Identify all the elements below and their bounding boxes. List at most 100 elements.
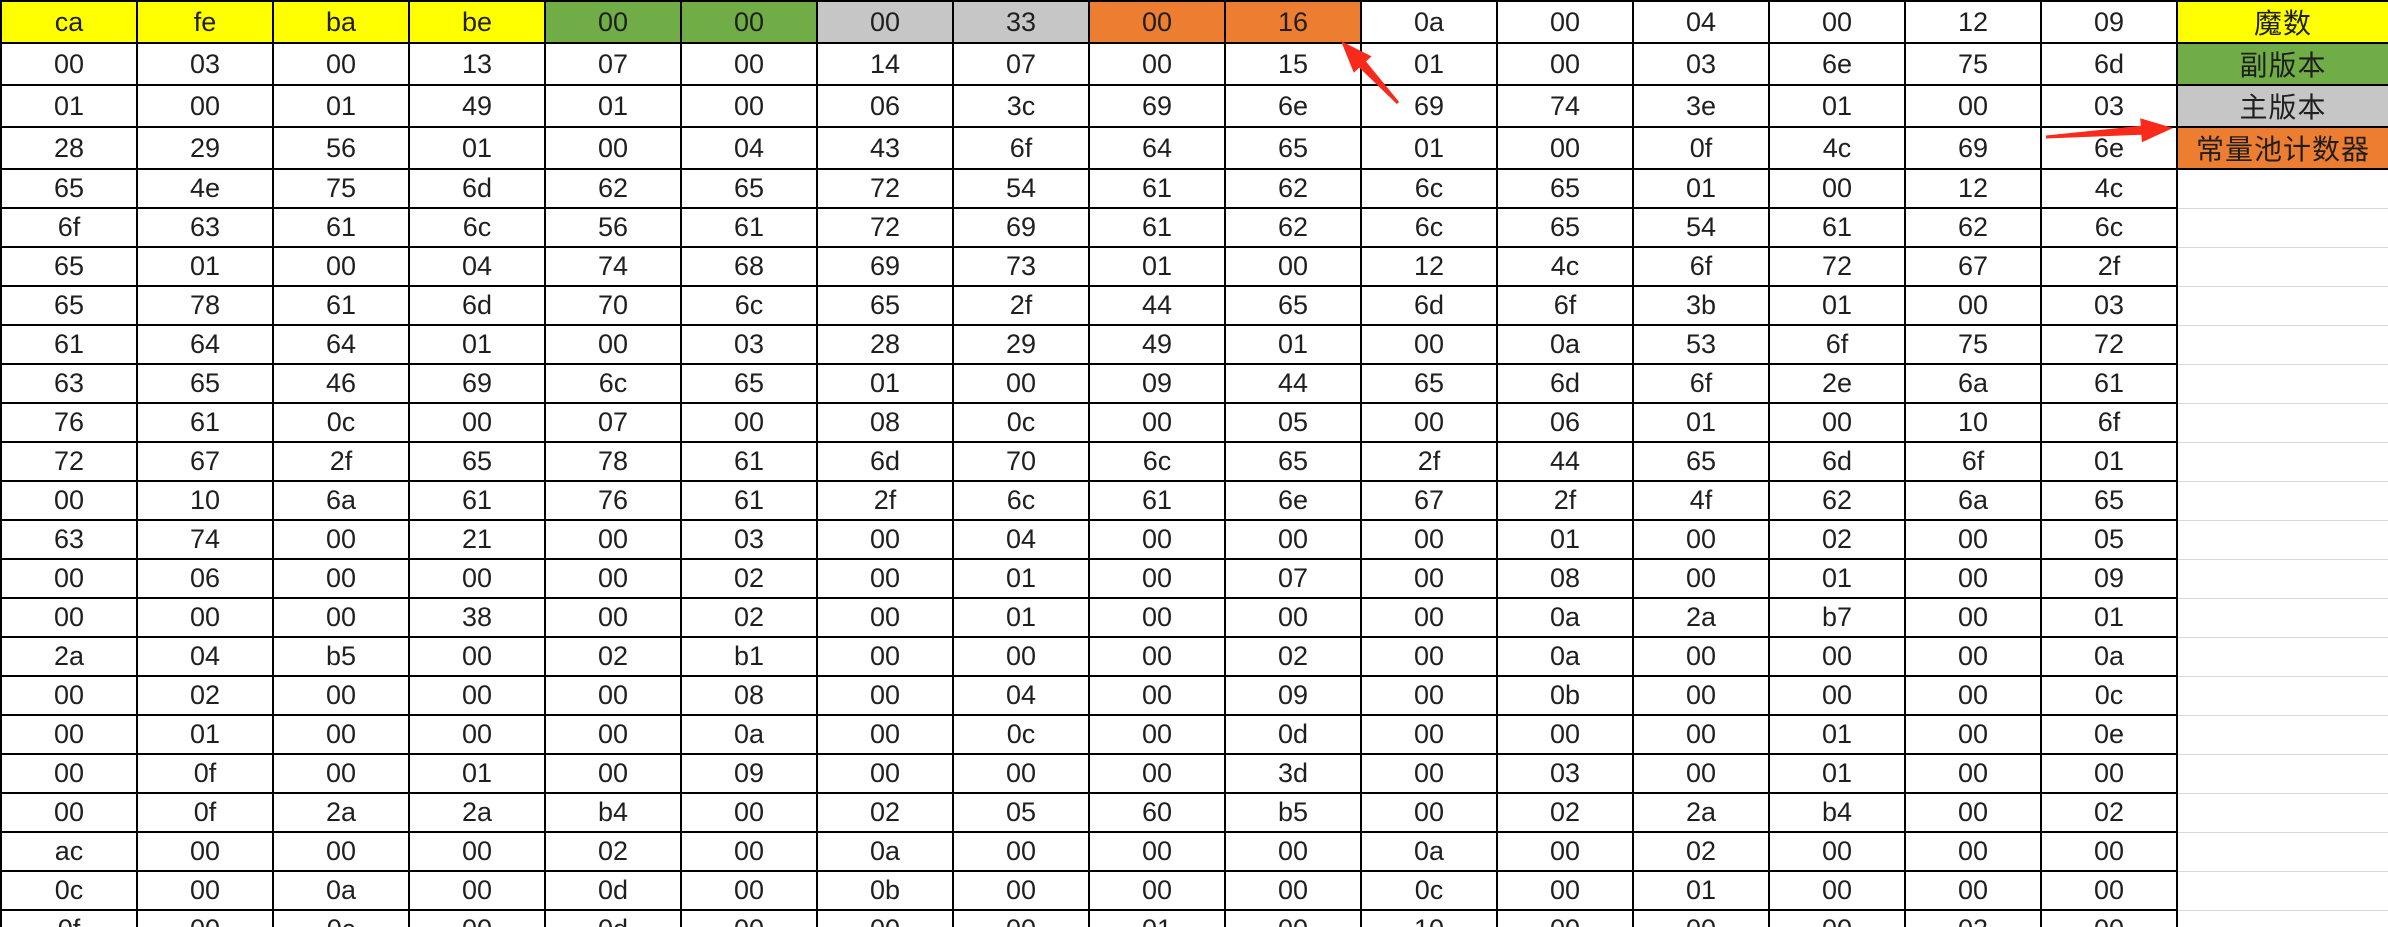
hex-cell[interactable]: 00	[816, 519, 954, 560]
hex-cell[interactable]: 56	[544, 207, 682, 248]
hex-cell[interactable]: 00	[1224, 597, 1362, 638]
hex-cell[interactable]: 3e	[1632, 84, 1770, 128]
hex-cell[interactable]: 63	[136, 207, 274, 248]
hex-cell[interactable]: 00	[1904, 597, 2042, 638]
hex-cell[interactable]: 13	[408, 42, 546, 86]
hex-cell[interactable]: 02	[1496, 792, 1634, 833]
hex-cell[interactable]: 01	[1632, 168, 1770, 209]
hex-cell[interactable]: 64	[136, 324, 274, 365]
hex-cell[interactable]: 00	[1904, 792, 2042, 833]
hex-cell[interactable]: 72	[2040, 324, 2178, 365]
hex-cell[interactable]: 01	[408, 324, 546, 365]
hex-cell[interactable]: 61	[408, 480, 546, 521]
hex-cell[interactable]: 00	[1360, 792, 1498, 833]
hex-cell[interactable]: b1	[680, 636, 818, 677]
hex-cell[interactable]: 65	[680, 168, 818, 209]
hex-cell[interactable]: 00	[272, 519, 410, 560]
hex-cell[interactable]: 61	[272, 207, 410, 248]
hex-cell[interactable]: 00	[816, 558, 954, 599]
hex-cell[interactable]: 01	[952, 597, 1090, 638]
annotation-cell-empty[interactable]	[2176, 831, 2388, 872]
hex-cell[interactable]: 00	[1632, 714, 1770, 755]
hex-cell[interactable]: 04	[408, 246, 546, 287]
hex-cell[interactable]: 65	[680, 363, 818, 404]
hex-cell[interactable]: 00	[680, 42, 818, 86]
hex-cell[interactable]: 0f	[0, 909, 138, 927]
hex-cell[interactable]: 00	[1768, 870, 1906, 911]
hex-cell[interactable]: 2a	[1632, 597, 1770, 638]
hex-cell[interactable]: 00	[0, 753, 138, 794]
hex-cell[interactable]: 2f	[1496, 480, 1634, 521]
hex-cell[interactable]: 0c	[272, 909, 410, 927]
hex-cell[interactable]: 00	[1088, 675, 1226, 716]
hex-cell[interactable]: 00	[952, 753, 1090, 794]
hex-cell[interactable]: 0c	[1360, 870, 1498, 911]
hex-cell[interactable]: 28	[816, 324, 954, 365]
hex-cell[interactable]: 05	[2040, 519, 2178, 560]
hex-cell[interactable]: 07	[952, 42, 1090, 86]
hex-cell[interactable]: 08	[1496, 558, 1634, 599]
hex-cell[interactable]: 02	[136, 675, 274, 716]
hex-cell[interactable]: 2f	[816, 480, 954, 521]
hex-cell[interactable]: 00	[1088, 0, 1226, 44]
hex-cell[interactable]: ca	[0, 0, 138, 44]
hex-cell[interactable]: 00	[1360, 558, 1498, 599]
hex-cell[interactable]: 68	[680, 246, 818, 287]
hex-cell[interactable]: 00	[1360, 519, 1498, 560]
hex-cell[interactable]: 00	[0, 675, 138, 716]
hex-cell[interactable]: 09	[1224, 675, 1362, 716]
hex-cell[interactable]: 00	[680, 84, 818, 128]
hex-cell[interactable]: 4c	[1496, 246, 1634, 287]
hex-cell[interactable]: 6e	[1224, 84, 1362, 128]
hex-cell[interactable]: 00	[544, 0, 682, 44]
hex-cell[interactable]: 00	[1088, 597, 1226, 638]
hex-cell[interactable]: 00	[1088, 714, 1226, 755]
hex-cell[interactable]: 00	[408, 870, 546, 911]
hex-cell[interactable]: 00	[1768, 909, 1906, 927]
hex-cell[interactable]: 00	[816, 753, 954, 794]
hex-cell[interactable]: 02	[1632, 831, 1770, 872]
hex-cell[interactable]: 00	[952, 636, 1090, 677]
hex-cell[interactable]: 00	[1904, 753, 2042, 794]
hex-cell[interactable]: 78	[136, 285, 274, 326]
hex-cell[interactable]: 00	[544, 597, 682, 638]
annotation-cell-empty[interactable]	[2176, 870, 2388, 911]
hex-cell[interactable]: 00	[1496, 714, 1634, 755]
hex-cell[interactable]: 01	[0, 84, 138, 128]
hex-cell[interactable]: 6d	[408, 168, 546, 209]
hex-cell[interactable]: 12	[1904, 0, 2042, 44]
hex-cell[interactable]: 0d	[544, 870, 682, 911]
hex-cell[interactable]: 61	[2040, 363, 2178, 404]
hex-cell[interactable]: 01	[408, 126, 546, 170]
hex-cell[interactable]: 46	[272, 363, 410, 404]
hex-cell[interactable]: 03	[680, 324, 818, 365]
hex-cell[interactable]: 02	[816, 792, 954, 833]
hex-cell[interactable]: 67	[136, 441, 274, 482]
hex-cell[interactable]: 00	[1360, 714, 1498, 755]
hex-cell[interactable]: 64	[1088, 126, 1226, 170]
hex-cell[interactable]: 00	[952, 909, 1090, 927]
hex-cell[interactable]: 38	[408, 597, 546, 638]
hex-cell[interactable]: 6c	[1360, 168, 1498, 209]
hex-cell[interactable]: 01	[1768, 714, 1906, 755]
annotation-cell-empty[interactable]	[2176, 792, 2388, 833]
label-major-version[interactable]: 主版本	[2176, 84, 2388, 128]
hex-cell[interactable]: 29	[952, 324, 1090, 365]
hex-cell[interactable]: 49	[1088, 324, 1226, 365]
hex-cell[interactable]: 61	[680, 480, 818, 521]
hex-cell[interactable]: 00	[1632, 558, 1770, 599]
annotation-cell-empty[interactable]	[2176, 519, 2388, 560]
hex-cell[interactable]: 21	[408, 519, 546, 560]
hex-cell[interactable]: 00	[408, 831, 546, 872]
hex-cell[interactable]: 61	[680, 441, 818, 482]
hex-cell[interactable]: 00	[816, 675, 954, 716]
hex-cell[interactable]: 00	[1360, 675, 1498, 716]
hex-cell[interactable]: 61	[1768, 207, 1906, 248]
hex-cell[interactable]: 00	[0, 558, 138, 599]
hex-cell[interactable]: 15	[1224, 42, 1362, 86]
hex-cell[interactable]: 00	[272, 753, 410, 794]
hex-cell[interactable]: 61	[1088, 207, 1226, 248]
hex-cell[interactable]: 61	[1088, 480, 1226, 521]
hex-cell[interactable]: 72	[0, 441, 138, 482]
annotation-cell-empty[interactable]	[2176, 441, 2388, 482]
